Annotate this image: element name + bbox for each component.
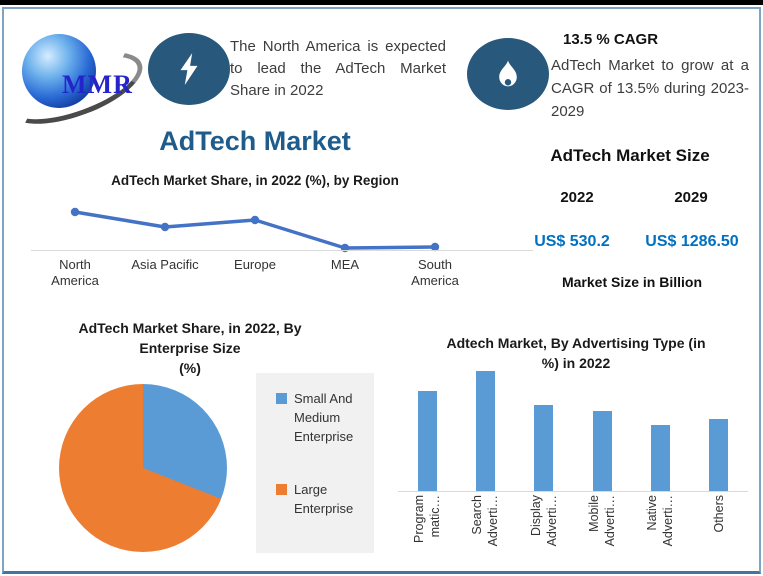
bar-label-native-advertising: Native Adverti… — [645, 495, 676, 547]
legend-item-large: Large Enterprise — [276, 480, 374, 518]
legend-swatch-large — [276, 484, 287, 495]
bar-native-advertising — [650, 425, 670, 491]
market-size-footnote: Market Size in Billion — [561, 274, 703, 290]
bar-chart-axis — [398, 491, 748, 492]
market-size-value-2029: US$ 1286.50 — [645, 233, 739, 250]
bar-chart-labels: Program matic… Search Adverti… Display Adve… — [398, 494, 748, 560]
callout1-text: The North America is expected to lead th… — [230, 38, 446, 99]
region-label-mea: MEA — [330, 257, 360, 272]
market-size-years: 2022 2029 — [520, 189, 748, 206]
bar-label-others: Others — [711, 495, 726, 533]
pie-chart-title: AdTech Market Share, in 2022, By Enterpr… — [78, 320, 302, 376]
bar-programmatic — [417, 391, 437, 491]
page-title: AdTech Market — [159, 126, 351, 156]
bar-label-display-advertising: Display Adverti… — [528, 495, 559, 547]
bar-label-mobile-advertising: Mobile Adverti… — [587, 495, 618, 547]
bar-label-programmatic: Program matic… — [412, 495, 443, 543]
market-size-year-2029: 2029 — [674, 189, 708, 206]
enterprise-pie-chart — [59, 384, 227, 552]
line-chart-axis — [31, 250, 533, 251]
cagr-body: AdTech Market to grow at a CAGR of 13.5%… — [551, 57, 749, 120]
region-label-south-america: South America — [411, 257, 459, 288]
mmr-logo: MMR — [0, 26, 156, 139]
bar-display-advertising — [534, 405, 554, 491]
legend-item-small-medium: Small And Medium Enterprise — [276, 389, 374, 446]
bar-chart-bars — [398, 368, 748, 491]
region-label-north-america: North America — [51, 257, 99, 288]
bar-label-search-advertising: Search Adverti… — [470, 495, 501, 547]
legend-swatch-small-medium — [276, 393, 287, 404]
cagr-heading: 13.5 % CAGR — [563, 31, 659, 48]
market-size-value-2022: US$ 530.2 — [534, 233, 610, 250]
bar-others — [709, 419, 729, 491]
region-labels: North America Asia Pacific Europe MEA So… — [30, 257, 480, 289]
lightning-icon — [148, 33, 230, 105]
market-size-title: AdTech Market Size — [550, 146, 710, 165]
top-black-bar — [0, 0, 763, 5]
region-label-europe: Europe — [234, 257, 276, 272]
logo-text: MMR — [62, 70, 133, 99]
line-chart-title: AdTech Market Share, in 2022 (%), by Reg… — [111, 173, 399, 188]
pie-legend: Small And Medium Enterprise Large Enterp… — [256, 373, 374, 553]
region-label-asia-pacific: Asia Pacific — [131, 257, 199, 272]
bar-search-advertising — [475, 371, 495, 491]
region-line-chart — [70, 207, 440, 253]
globe-icon — [22, 34, 96, 108]
bar-chart-title: Adtech Market, By Advertising Type (in %… — [446, 335, 706, 371]
market-size-year-2022: 2022 — [560, 189, 594, 206]
bar-mobile-advertising — [592, 411, 612, 491]
flame-glyph — [499, 60, 517, 86]
flame-icon — [467, 38, 549, 110]
lightning-bolt-glyph — [180, 53, 198, 85]
market-size-values: US$ 530.2 US$ 1286.50 — [512, 233, 752, 251]
